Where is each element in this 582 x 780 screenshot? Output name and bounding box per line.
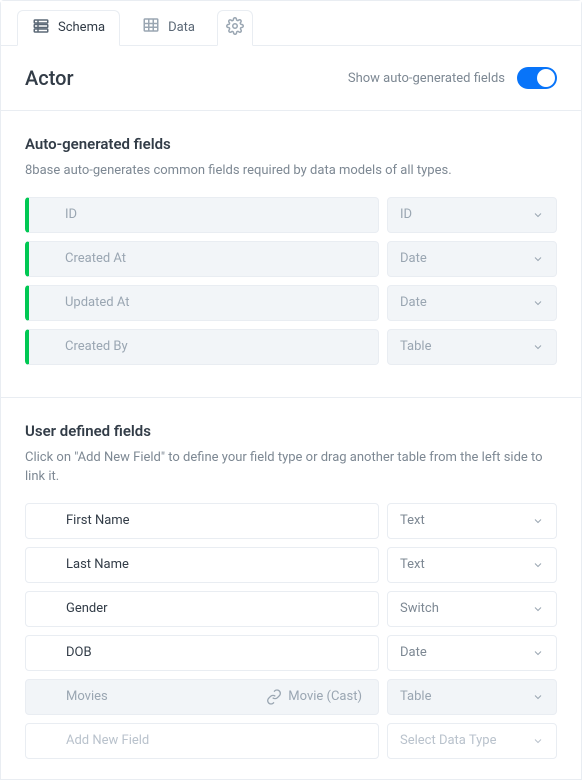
field-type-select[interactable]: Date xyxy=(387,635,557,671)
field-name-label: Movies xyxy=(66,689,108,704)
field-type-select[interactable]: Text xyxy=(387,503,557,539)
field-name-input[interactable]: Last Name xyxy=(25,547,379,583)
add-type-select[interactable]: Select Data Type xyxy=(387,723,557,759)
toggle-label: Show auto-generated fields xyxy=(348,71,505,86)
field-name-input[interactable]: Updated At xyxy=(25,285,379,321)
chevron-down-icon xyxy=(532,691,544,703)
field-name-label: First Name xyxy=(66,513,130,528)
field-type-select[interactable]: Table xyxy=(387,329,557,365)
add-field-row: Add New Field Select Data Type xyxy=(25,723,557,759)
field-type-label: Date xyxy=(400,645,427,660)
field-row: Created By Table xyxy=(25,329,557,365)
field-type-label: Date xyxy=(400,251,427,266)
field-row: Movies Movie (Cast) Table xyxy=(25,679,557,715)
toggle-wrap: Show auto-generated fields xyxy=(348,67,557,89)
field-type-label: ID xyxy=(400,207,412,222)
field-type-select[interactable]: Date xyxy=(387,285,557,321)
autogen-title: Auto-generated fields xyxy=(25,135,557,153)
field-row: First Name Text xyxy=(25,503,557,539)
chevron-down-icon xyxy=(532,603,544,615)
tab-schema[interactable]: Schema xyxy=(17,10,120,46)
field-type-label: Table xyxy=(400,689,431,704)
field-type-select[interactable]: Text xyxy=(387,547,557,583)
chevron-down-icon xyxy=(532,515,544,527)
tab-data-label: Data xyxy=(168,20,195,35)
chevron-down-icon xyxy=(532,341,544,353)
autogen-toggle[interactable] xyxy=(517,67,557,89)
field-type-label: Text xyxy=(400,557,425,572)
field-name-input[interactable]: Gender xyxy=(25,591,379,627)
field-row: Gender Switch xyxy=(25,591,557,627)
chevron-down-icon xyxy=(532,209,544,221)
field-name-label: Created By xyxy=(65,339,128,354)
tabs-bar: Schema Data xyxy=(1,1,581,46)
field-name-label: Created At xyxy=(65,251,126,266)
field-row: Last Name Text xyxy=(25,547,557,583)
chevron-down-icon xyxy=(532,559,544,571)
field-type-select[interactable]: ID xyxy=(387,197,557,233)
field-name-input[interactable]: ID xyxy=(25,197,379,233)
tab-data[interactable]: Data xyxy=(128,9,209,45)
gear-icon xyxy=(226,17,244,39)
chevron-down-icon xyxy=(532,735,544,747)
field-name-label: Last Name xyxy=(66,557,129,572)
field-row: Created At Date xyxy=(25,241,557,277)
field-name-input[interactable]: Created At xyxy=(25,241,379,277)
field-type-label: Table xyxy=(400,339,431,354)
autogen-section: Auto-generated fields 8base auto-generat… xyxy=(1,111,581,385)
add-type-placeholder: Select Data Type xyxy=(400,733,497,748)
chevron-down-icon xyxy=(532,647,544,659)
field-name-input[interactable]: Movies Movie (Cast) xyxy=(25,679,379,715)
field-name-label: ID xyxy=(65,207,77,222)
field-name-label: Gender xyxy=(66,601,108,616)
field-type-select[interactable]: Switch xyxy=(387,591,557,627)
relation-label: Movie (Cast) xyxy=(288,689,362,704)
page-title: Actor xyxy=(25,66,74,90)
field-row: Updated At Date xyxy=(25,285,557,321)
field-name-input[interactable]: Created By xyxy=(25,329,379,365)
field-type-label: Date xyxy=(400,295,427,310)
schema-icon xyxy=(32,17,50,39)
chevron-down-icon xyxy=(532,297,544,309)
autogen-desc: 8base auto-generates common fields requi… xyxy=(25,161,557,181)
field-name-input[interactable]: DOB xyxy=(25,635,379,671)
add-field-input[interactable]: Add New Field xyxy=(25,723,379,759)
field-row: ID ID xyxy=(25,197,557,233)
add-field-placeholder: Add New Field xyxy=(66,733,149,748)
data-icon xyxy=(142,16,160,38)
field-type-select[interactable]: Table xyxy=(387,679,557,715)
field-row: DOB Date xyxy=(25,635,557,671)
field-type-label: Text xyxy=(400,513,425,528)
field-type-select[interactable]: Date xyxy=(387,241,557,277)
field-name-label: Updated At xyxy=(65,295,129,310)
tab-schema-label: Schema xyxy=(58,20,105,35)
chevron-down-icon xyxy=(532,253,544,265)
user-section: User defined fields Click on "Add New Fi… xyxy=(1,397,581,779)
relation-badge: Movie (Cast) xyxy=(266,689,362,705)
user-desc: Click on "Add New Field" to define your … xyxy=(25,448,557,487)
tab-settings[interactable] xyxy=(217,10,253,46)
link-icon xyxy=(266,689,282,705)
field-name-input[interactable]: First Name xyxy=(25,503,379,539)
field-name-label: DOB xyxy=(66,645,92,660)
user-title: User defined fields xyxy=(25,422,557,440)
header: Actor Show auto-generated fields xyxy=(1,46,581,111)
field-type-label: Switch xyxy=(400,601,439,616)
